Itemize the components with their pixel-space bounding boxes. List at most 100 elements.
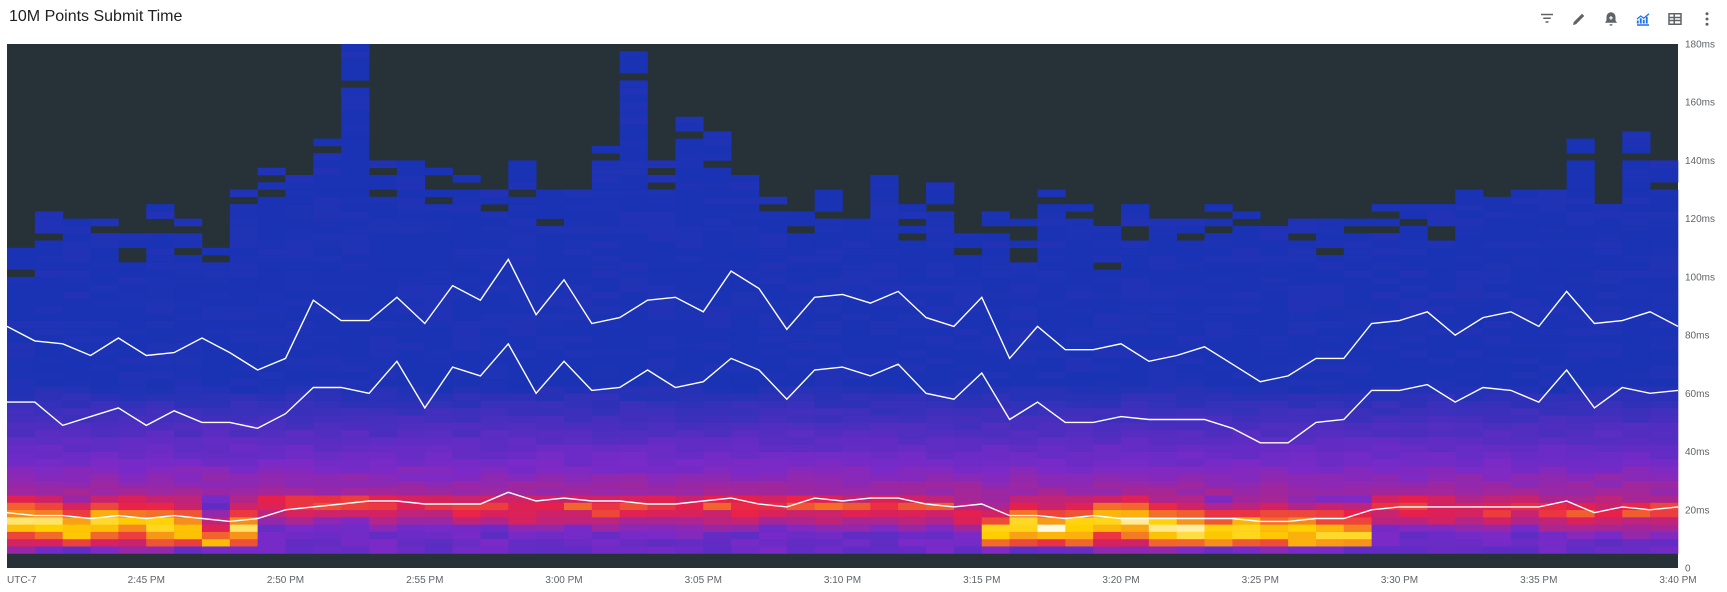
heatmap-cell <box>1566 538 1595 547</box>
heatmap-cell <box>452 458 481 467</box>
heatmap-cell <box>675 167 704 176</box>
more-options-button[interactable] <box>1695 7 1719 31</box>
heatmap-cell <box>619 487 648 496</box>
heatmap-cell <box>369 393 398 401</box>
heatmap-cell <box>1288 473 1317 481</box>
heatmap-cell <box>1427 291 1456 300</box>
heatmap-cell <box>285 487 314 496</box>
heatmap-cell <box>536 269 565 278</box>
heatmap-cell <box>786 233 815 241</box>
heatmap-cell <box>341 349 370 358</box>
heatmap-cell <box>675 407 704 416</box>
heatmap-cell <box>1483 466 1512 474</box>
heatmap-cell <box>229 422 258 431</box>
heatmap-cell <box>1288 524 1317 532</box>
heatmap-cell <box>1176 349 1205 358</box>
heatmap-cell <box>452 495 481 503</box>
heatmap-cell <box>1176 473 1205 481</box>
heatmap-cell <box>536 393 565 401</box>
heatmap-cell <box>1148 437 1177 445</box>
filter-button[interactable] <box>1535 7 1559 31</box>
heatmap-cell <box>508 306 537 314</box>
add-alert-button[interactable] <box>1599 7 1623 31</box>
heatmap-cell <box>369 495 398 503</box>
heatmap-cell <box>1093 444 1122 452</box>
heatmap-cell <box>564 218 593 227</box>
heatmap-cell <box>1232 386 1261 394</box>
heatmap-cell <box>675 211 704 219</box>
heatmap-cell <box>285 509 314 518</box>
heatmap-cell <box>229 480 258 489</box>
heatmap-cell <box>870 204 899 212</box>
heatmap-cell <box>898 364 927 372</box>
heatmap-cell <box>1399 524 1428 532</box>
heatmap-cell <box>758 422 788 431</box>
heatmap-cell <box>1399 247 1428 256</box>
table-view-button[interactable] <box>1663 7 1687 31</box>
heatmap-cell <box>1566 189 1595 198</box>
heatmap-cell <box>1566 444 1595 452</box>
heatmap-chart-area[interactable]: 0 20ms 40ms 60ms 80ms 100ms 120ms 140ms 160ms 180… <box>0 40 1727 592</box>
chart-view-button[interactable] <box>1631 7 1655 31</box>
heatmap-cell <box>675 444 704 452</box>
heatmap-cell <box>731 284 760 292</box>
heatmap-cell <box>842 407 871 416</box>
heatmap-cell <box>452 400 481 409</box>
heatmap-cell <box>898 451 927 460</box>
heatmap-cell <box>591 255 620 263</box>
heatmap-cell <box>1093 546 1122 554</box>
heatmap-cell <box>1037 517 1066 525</box>
heatmap-cell <box>814 204 843 212</box>
heatmap-cell <box>424 458 453 467</box>
heatmap-cell <box>452 335 481 343</box>
heatmap-cell <box>285 466 314 474</box>
heatmap-cell <box>1232 378 1261 387</box>
heatmap-cell <box>898 466 927 474</box>
heatmap-cell <box>1510 451 1540 460</box>
heatmap-cell <box>1260 255 1289 263</box>
chart-line-icon <box>1636 13 1650 26</box>
heatmap-cell <box>1260 400 1289 409</box>
heatmap-cell <box>703 546 732 554</box>
heatmap-cell <box>118 495 147 503</box>
heatmap-cell <box>1065 546 1094 554</box>
heatmap-cell <box>619 371 648 380</box>
heatmap-cell <box>619 502 648 511</box>
heatmap-cell <box>536 189 565 198</box>
heatmap-chart[interactable]: 020ms40ms60ms80ms100ms120ms140ms160ms180… <box>0 40 1727 592</box>
heatmap-cell <box>1483 422 1512 431</box>
heatmap-cell <box>926 502 955 511</box>
heatmap-cell <box>257 225 286 234</box>
heatmap-cell <box>619 102 648 110</box>
heatmap-cell <box>926 407 955 416</box>
heatmap-cell <box>675 400 704 409</box>
heatmap-cell <box>953 240 983 249</box>
heatmap-cell <box>898 415 927 423</box>
heatmap-cell <box>146 400 175 409</box>
heatmap-cell <box>424 298 453 307</box>
heatmap-cell <box>480 400 509 409</box>
heatmap-cell <box>1009 502 1038 511</box>
heatmap-cell <box>313 364 342 372</box>
heatmap-cell <box>591 327 620 336</box>
heatmap-cell <box>926 349 955 358</box>
heatmap-cell <box>564 429 593 438</box>
heatmap-cell <box>480 320 509 329</box>
heatmap-cell <box>1594 356 1623 365</box>
heatmap-cell <box>536 509 565 518</box>
heatmap-cell <box>452 196 481 205</box>
heatmap-cell <box>1483 225 1512 234</box>
heatmap-cell <box>341 364 370 372</box>
edit-button[interactable] <box>1567 7 1591 31</box>
heatmap-cell <box>313 167 342 176</box>
heatmap-cell <box>369 386 398 394</box>
heatmap-cell <box>564 255 593 263</box>
heatmap-cell <box>369 255 398 263</box>
heatmap-cell <box>1009 269 1038 278</box>
heatmap-cell <box>480 233 509 241</box>
heatmap-cell <box>424 189 453 198</box>
heatmap-cell <box>229 538 258 547</box>
heatmap-cell <box>118 444 147 452</box>
heatmap-cell <box>1121 437 1150 445</box>
heatmap-cell <box>870 495 899 503</box>
